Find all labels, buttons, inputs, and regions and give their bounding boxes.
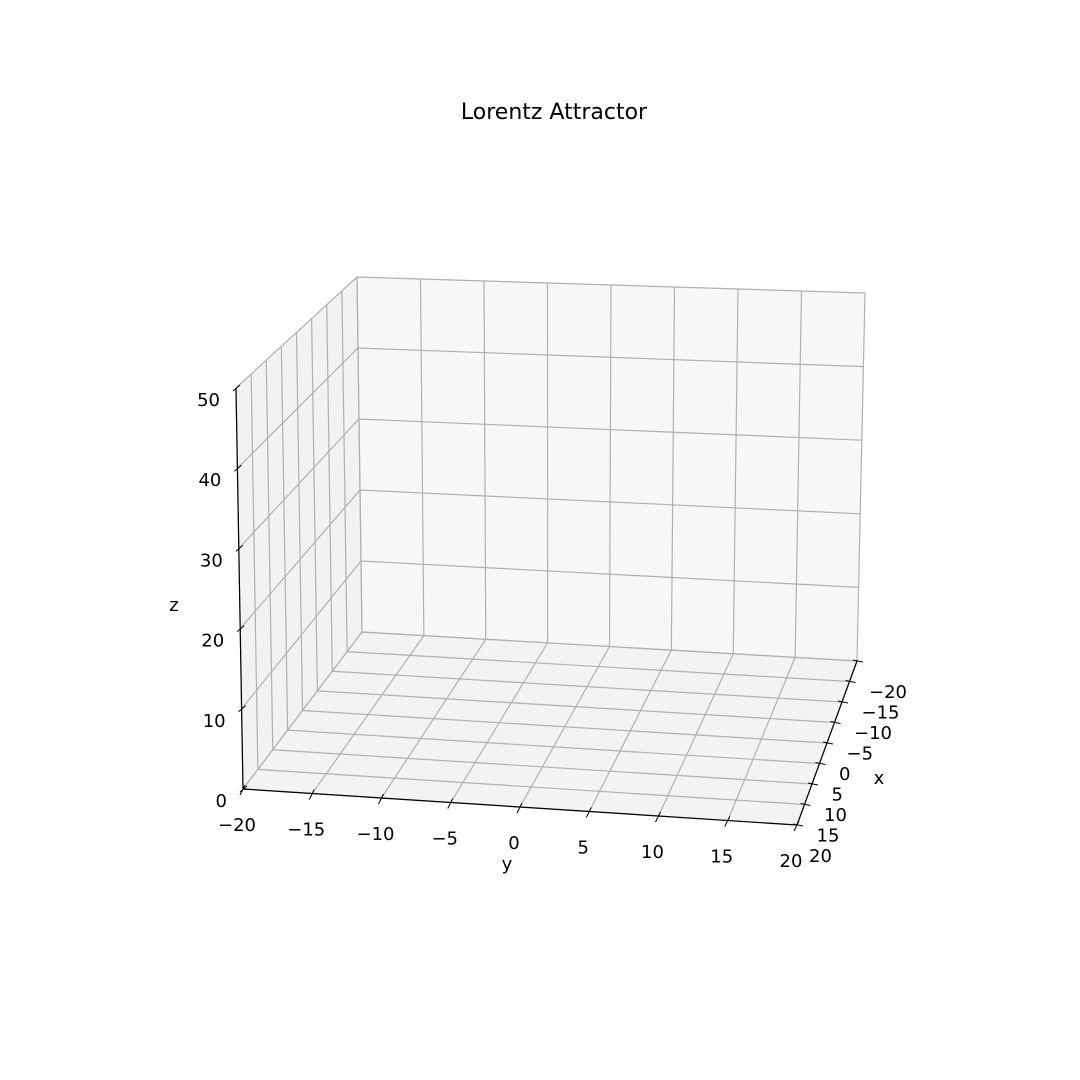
x-tick-label: 15 bbox=[817, 826, 840, 847]
z-axis-label: z bbox=[169, 595, 178, 616]
y-tick-label: −20 bbox=[218, 815, 256, 836]
x-tick bbox=[845, 680, 856, 683]
tick-marks bbox=[232, 384, 864, 832]
x-tick-label: 10 bbox=[824, 805, 847, 826]
x-tick bbox=[807, 782, 819, 786]
y-tick-label: −15 bbox=[287, 820, 325, 841]
x-tick-label: −20 bbox=[869, 682, 907, 703]
y-tick bbox=[585, 807, 592, 818]
z-tick bbox=[234, 464, 242, 472]
z-tick-label: 30 bbox=[200, 550, 223, 571]
x-tick bbox=[837, 700, 849, 704]
x-tick bbox=[830, 721, 841, 724]
z-tick-label: 40 bbox=[198, 470, 221, 491]
z-tick bbox=[239, 785, 248, 793]
x-tick-label: −10 bbox=[854, 723, 892, 744]
y-tick bbox=[516, 802, 523, 814]
y-tick-label: −10 bbox=[357, 824, 395, 845]
z-tick-label: 20 bbox=[201, 631, 224, 652]
y-tick bbox=[308, 789, 315, 800]
x-tick bbox=[822, 741, 834, 745]
gridline-z bbox=[239, 489, 861, 629]
z-tick bbox=[235, 545, 244, 552]
z-tick bbox=[238, 705, 246, 713]
x-tick-label: 20 bbox=[809, 846, 832, 867]
y-tick bbox=[655, 811, 661, 823]
y-tick bbox=[793, 820, 800, 832]
x-tick bbox=[792, 823, 804, 827]
y-tick bbox=[447, 798, 454, 809]
x-axis-label: x bbox=[874, 768, 885, 789]
x-tick-label: −15 bbox=[862, 703, 900, 724]
chart-title: Lorentz Attractor bbox=[461, 100, 648, 125]
z-tick bbox=[236, 625, 245, 632]
x-tick bbox=[815, 762, 826, 765]
y-axis-label: y bbox=[502, 854, 513, 875]
z-tick-label: 10 bbox=[203, 711, 226, 732]
gridline-z bbox=[241, 560, 859, 710]
x-tick bbox=[800, 803, 811, 806]
y-tick-label: 20 bbox=[780, 851, 803, 872]
y-tick-label: 15 bbox=[710, 847, 733, 868]
y-tick-label: −5 bbox=[431, 829, 458, 850]
z-axis-line bbox=[235, 387, 244, 790]
z-tick-label: 0 bbox=[216, 791, 227, 812]
y-tick bbox=[378, 793, 384, 805]
z-tick-label: 50 bbox=[197, 390, 220, 411]
x-tick-label: 0 bbox=[839, 764, 850, 785]
gridline-z bbox=[238, 418, 862, 549]
gridline-z bbox=[242, 631, 858, 790]
gridline-z bbox=[236, 347, 864, 469]
y-tick-label: 0 bbox=[508, 833, 519, 854]
x-tick bbox=[852, 659, 864, 663]
y-tick bbox=[724, 816, 731, 827]
z-tick bbox=[232, 384, 241, 392]
x-tick-label: −5 bbox=[847, 744, 874, 765]
tick-labels: −20 −15 −10 −5 0 5 10 15 20−20−15−10−50510152001… bbox=[197, 390, 907, 872]
x-tick-label: 5 bbox=[832, 785, 843, 806]
y-tick-label: 5 bbox=[578, 838, 589, 859]
gridline-z bbox=[235, 276, 866, 389]
y-tick-label: 10 bbox=[641, 842, 664, 863]
